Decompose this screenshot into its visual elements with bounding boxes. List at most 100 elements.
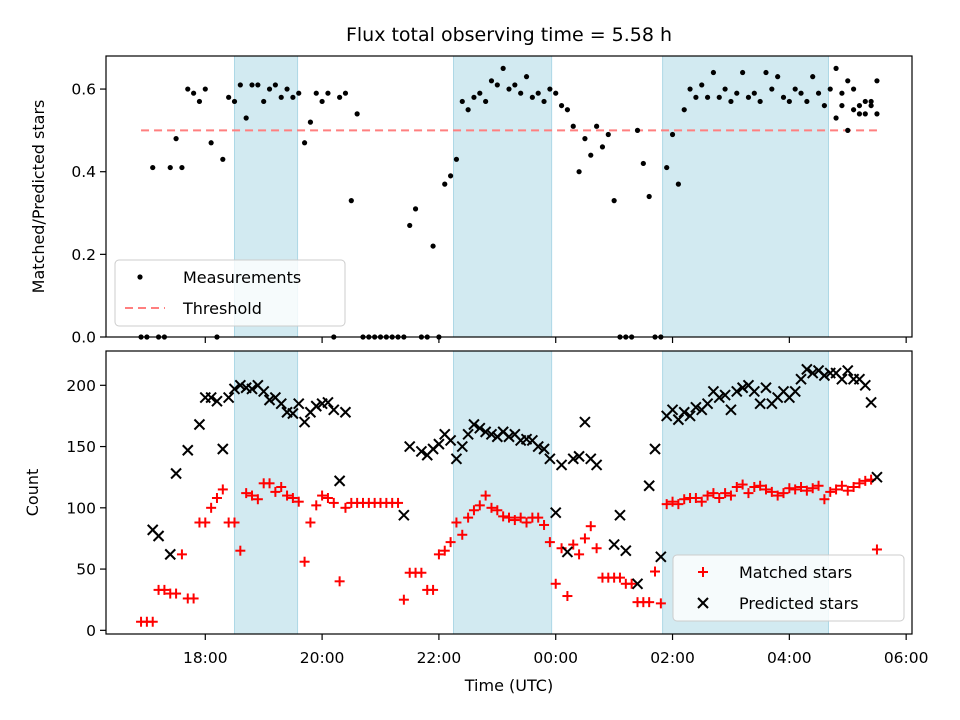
- cross-b: [479, 426, 492, 438]
- cross-b: [228, 383, 241, 395]
- predicted-star-point: [211, 395, 223, 407]
- cross-b: [649, 443, 661, 455]
- cross-b: [807, 367, 819, 379]
- matched-star-point: [311, 500, 322, 511]
- measurement-point: [348, 198, 354, 204]
- observing-interval-shade: [453, 350, 553, 635]
- measurement-point: [763, 69, 769, 76]
- measurement-point: [430, 243, 436, 249]
- matched-star-point: [247, 490, 258, 501]
- measurement-point: [465, 107, 471, 113]
- cross-b: [614, 509, 626, 521]
- measurement-point: [296, 90, 302, 96]
- measurement-point: [266, 86, 273, 92]
- predicted-star-point: [246, 383, 258, 395]
- measurement-point: [850, 107, 857, 113]
- cross-b: [643, 480, 655, 492]
- cross-b: [474, 422, 486, 434]
- measurement-point: [576, 169, 582, 175]
- predicted-star-point: [415, 445, 428, 458]
- matched-star-point: [416, 567, 427, 578]
- matched-star-point: [176, 549, 187, 560]
- matched-star-point: [725, 490, 736, 501]
- matched-star-point: [445, 537, 456, 548]
- matched-star-point: [235, 545, 246, 556]
- x-axis-label: Time (UTC): [464, 676, 553, 695]
- cross-b: [246, 383, 258, 395]
- predicted-star-point: [298, 416, 311, 428]
- cross-b: [590, 459, 603, 471]
- predicted-star-point: [293, 397, 305, 410]
- matched-star-point: [468, 505, 479, 516]
- cross-b: [544, 453, 556, 465]
- cross-b: [398, 509, 410, 521]
- measurement-point: [488, 78, 495, 84]
- measurement-point: [196, 98, 203, 105]
- predicted-star-point: [205, 391, 217, 404]
- ratio-panel: 0.0 0.2 0.4 0.6 Matched/Predicted stars Measu…: [29, 55, 913, 347]
- legend-label: Measurements: [183, 268, 301, 287]
- measurement-point: [249, 82, 255, 88]
- measurement-point: [483, 98, 489, 105]
- cross-b: [462, 428, 474, 441]
- legend-marker-predicted: [697, 597, 709, 609]
- measurement-point: [874, 111, 880, 117]
- cross-b: [170, 467, 182, 480]
- measurement-point: [442, 181, 448, 187]
- matched-star-point: [287, 493, 298, 504]
- matched-star-point: [813, 480, 824, 491]
- predicted-star-point: [333, 475, 346, 487]
- measurement-point: [687, 86, 693, 92]
- measurement-point: [243, 115, 249, 121]
- measurement-point: [833, 115, 839, 121]
- measurement-point: [640, 160, 646, 167]
- predicted-star-point: [590, 459, 603, 471]
- matched-star-point: [836, 480, 847, 491]
- matched-star-point: [766, 486, 777, 497]
- matched-star-point: [282, 490, 293, 501]
- measurement-point: [547, 86, 553, 92]
- predicted-star-point: [865, 396, 877, 409]
- predicted-star-point: [257, 385, 270, 398]
- observing-interval-shade: [453, 55, 553, 338]
- cross-b: [538, 443, 550, 455]
- measurement-point: [471, 94, 477, 100]
- cross-b: [736, 382, 749, 394]
- measurement-point: [798, 90, 804, 96]
- predicted-star-point: [170, 467, 182, 480]
- cross-b: [713, 391, 725, 404]
- matched-star-point: [486, 502, 497, 513]
- measurement-point: [745, 94, 752, 100]
- matched-star-point: [650, 566, 661, 577]
- cross-b: [269, 391, 282, 404]
- measurement-point: [722, 86, 728, 92]
- matched-star-point: [871, 544, 882, 555]
- cross-b: [532, 440, 544, 453]
- measurement-point: [191, 90, 197, 96]
- cross-b: [193, 418, 206, 431]
- measurement-point: [307, 119, 314, 125]
- measurement-point: [261, 98, 267, 105]
- measurement-point: [337, 94, 343, 100]
- matched-star-point: [579, 533, 590, 544]
- legend: Measurements Threshold: [114, 259, 346, 327]
- measurement-point: [821, 102, 827, 109]
- matched-star-point: [696, 496, 707, 507]
- count-panel: 0 50 100 150 200 18:00 20:00 22:00 00:00 02:00 04:…: [23, 350, 928, 667]
- axes-frame: [105, 55, 913, 338]
- predicted-star-point: [614, 509, 626, 521]
- matched-star-point: [504, 512, 514, 523]
- matched-star-point: [784, 483, 795, 494]
- predicted-star-point: [579, 416, 591, 428]
- predicted-star-point: [234, 379, 247, 392]
- cross-b: [293, 397, 305, 410]
- cross-b: [287, 407, 299, 420]
- matched-star-point: [328, 497, 339, 508]
- measurement-point: [500, 65, 506, 71]
- matched-star-point: [270, 486, 281, 497]
- measurement-point: [804, 98, 810, 105]
- measurement-point: [605, 131, 611, 138]
- x-tick-label: 02:00: [650, 649, 695, 667]
- measurement-point: [681, 107, 687, 113]
- measurement-point: [728, 98, 734, 105]
